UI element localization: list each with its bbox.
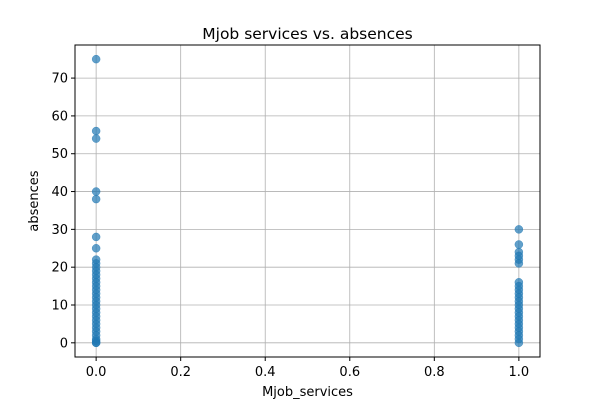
x-axis-label: Mjob_services xyxy=(262,385,353,400)
y-tick-label: 0 xyxy=(60,336,68,351)
scatter-point xyxy=(91,232,101,242)
y-tick-label: 50 xyxy=(51,147,68,162)
y-axis-ticks: 0 10 20 30 40 50 60 70 xyxy=(51,72,75,351)
x-tick-label: 0.8 xyxy=(424,365,445,380)
scatter-point xyxy=(514,259,524,268)
x-tick-label: 0.2 xyxy=(170,365,191,380)
y-tick-label: 30 xyxy=(51,223,68,238)
y-tick-label: 20 xyxy=(51,261,68,276)
x-tick-label: 0.6 xyxy=(339,365,360,380)
scatter-point xyxy=(91,126,101,136)
y-tick-label: 70 xyxy=(51,72,68,87)
x-axis-ticks: 0.0 0.2 0.4 0.6 0.8 1.0 xyxy=(86,357,529,380)
y-tick-label: 10 xyxy=(51,299,68,314)
data-points xyxy=(91,54,524,348)
chart-title: Mjob services vs. absences xyxy=(202,25,412,43)
x-tick-label: 1.0 xyxy=(509,365,530,380)
scatter-point xyxy=(91,338,101,348)
scatter-point xyxy=(514,338,524,348)
scatter-point xyxy=(514,240,524,249)
scatter-point xyxy=(91,194,101,204)
y-tick-label: 40 xyxy=(51,185,68,200)
scatter-point xyxy=(91,134,101,143)
x-tick-label: 0.4 xyxy=(255,365,276,380)
scatter-point xyxy=(514,225,524,234)
scatter-point xyxy=(91,187,101,196)
scatter-point xyxy=(91,54,101,64)
y-axis-label: absences xyxy=(27,170,42,231)
grid xyxy=(75,45,540,357)
plot-frame xyxy=(74,44,541,358)
scatter-point xyxy=(91,244,101,253)
y-tick-label: 60 xyxy=(51,109,68,124)
x-tick-label: 0.0 xyxy=(86,365,107,380)
